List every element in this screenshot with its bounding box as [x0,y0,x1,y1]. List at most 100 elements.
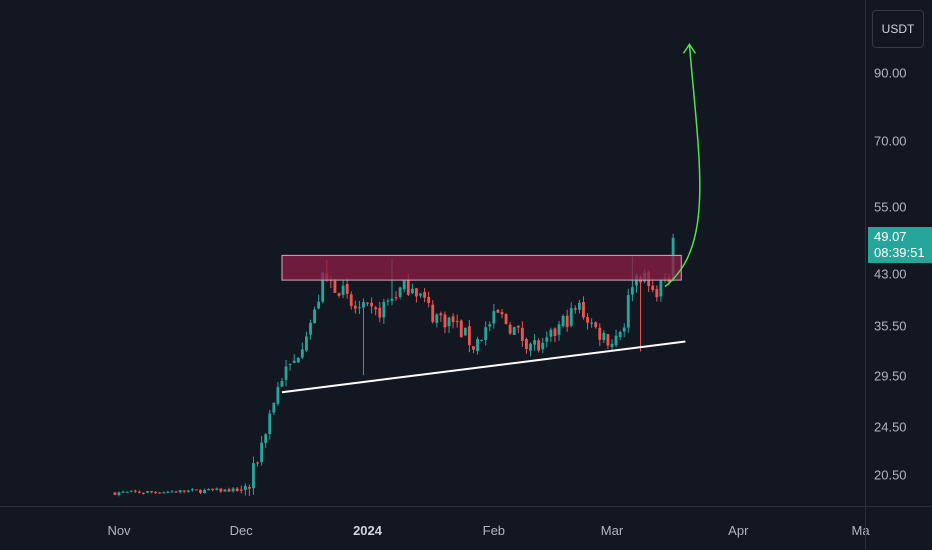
candle [565,309,569,332]
candle-body [125,491,129,493]
candle-body [390,298,394,301]
candle [366,302,369,307]
candle [423,288,427,303]
candle-body [561,316,565,327]
candle [166,490,170,494]
candle-body [577,302,581,310]
candle [508,322,512,336]
candle [529,342,532,357]
candle [541,337,545,353]
price-axis[interactable]: USDT 90.00 70.00 55.00 43.00 35.50 29.50 24.50… [865,0,932,506]
candle [239,485,243,494]
time-tick-label: Apr [728,523,749,538]
candle [463,327,467,336]
candle [137,490,141,494]
price-tick-label: 90.00 [874,65,907,81]
resistance-zone[interactable] [281,254,682,281]
candle-body [455,321,459,323]
candle-body [410,288,414,294]
candle-body [349,294,353,306]
candle [190,487,194,492]
candle [370,297,374,314]
candle [150,490,154,494]
candle-body [553,328,557,337]
candle [382,298,386,324]
candle-body [190,489,194,491]
candle-body [525,339,528,350]
candle [252,456,255,495]
candle [313,306,316,324]
candle [227,487,231,492]
candle [158,491,162,494]
candle-body [199,489,202,493]
candle-body [622,327,626,332]
candle [586,313,589,330]
candle-body [121,491,125,493]
candle-body [610,343,614,347]
price-tick-label: 29.50 [874,368,907,384]
candle-body [492,311,496,324]
candle-body [256,462,259,464]
candle [419,292,422,298]
time-axis[interactable]: Nov Dec 2024 Feb Mar Apr Ma [0,506,870,550]
candle [386,298,390,306]
candle [451,313,455,329]
candle-body [545,337,549,342]
candle-body [651,285,655,291]
candlestick-chart[interactable] [0,0,865,506]
candle-body [300,349,304,358]
candle-body [174,491,178,493]
candle [573,305,577,314]
candle-body [154,492,158,494]
candle [162,491,166,494]
candle [154,490,158,494]
price-tick-label: 24.50 [874,419,907,435]
candle-body [463,327,467,336]
candle [480,339,484,342]
support-trendline[interactable] [281,340,686,394]
chart-plot-area[interactable] [0,0,865,506]
candle [520,321,524,347]
candle [341,280,345,299]
price-tick-label: 70.00 [874,133,907,149]
candle-body [321,272,325,302]
candle [622,323,626,338]
candle [276,381,280,406]
candle [268,409,272,440]
candle [178,489,182,494]
candle [264,432,268,448]
candle [121,490,125,493]
candle [537,338,541,353]
candle-body [353,305,357,309]
currency-selector-button[interactable]: USDT [872,10,924,48]
candle-body [203,489,206,494]
candle-body [357,307,361,309]
candle-body [459,320,463,337]
candle-body [402,280,406,290]
candle-body [573,308,577,310]
candle-body [496,309,500,313]
candle-body [533,340,537,345]
candle-body [370,302,374,307]
candle [231,487,235,493]
candle [333,278,337,293]
candle [284,359,288,387]
candle-body [150,491,154,493]
candle [125,491,129,493]
projection-arrow-head [682,43,697,54]
candle [194,489,198,491]
candle [247,484,251,496]
candle-body [586,317,589,323]
candle-body [313,309,316,324]
candle [655,285,659,302]
candle-body [162,492,166,494]
projection-arrow[interactable] [664,44,701,288]
candle [455,314,459,328]
candle-body [516,325,520,328]
candle [394,291,398,301]
candle-body [451,316,455,322]
candle-body [341,285,345,295]
candle-body [129,490,133,492]
candle-body [231,488,235,492]
candle [516,325,520,334]
